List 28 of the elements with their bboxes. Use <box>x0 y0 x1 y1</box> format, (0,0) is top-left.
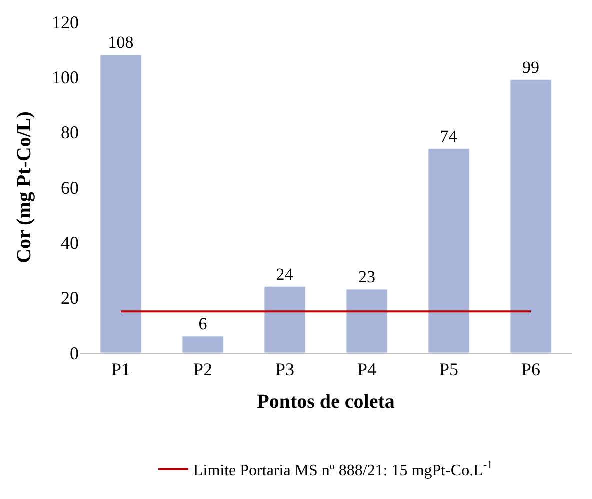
bar <box>182 336 224 353</box>
y-axis-title: Cor (mg Pt-Co/L) <box>14 112 36 264</box>
bar <box>100 54 142 353</box>
y-tick-label: 20 <box>61 288 79 308</box>
bar <box>510 80 552 353</box>
x-tick-label: P5 <box>439 360 459 380</box>
data-label: 23 <box>358 268 376 287</box>
data-label: 108 <box>108 33 134 52</box>
x-tick-label: P4 <box>357 360 377 380</box>
legend-label: Limite Portaria MS nº 888/21: 15 mgPt-Co.L$^{-1}$ <box>194 460 493 480</box>
y-tick-label: 80 <box>61 122 79 143</box>
data-label: 6 <box>198 314 208 334</box>
data-label: 99 <box>522 58 540 77</box>
x-tick-label: P3 <box>275 360 295 380</box>
y-tick-label: 60 <box>61 178 79 198</box>
y-tick-label: 40 <box>61 232 79 253</box>
x-tick-label: P6 <box>521 360 541 380</box>
bar <box>428 148 470 353</box>
y-tick-label: 120 <box>52 12 79 32</box>
bar <box>346 289 388 353</box>
data-label: 74 <box>440 126 458 146</box>
y-tick-label: 0 <box>70 343 79 364</box>
bar <box>264 286 306 353</box>
data-label: 24 <box>276 264 294 284</box>
x-axis-title: Pontos de coleta <box>257 391 395 414</box>
x-tick-label: P2 <box>193 360 213 380</box>
x-tick-label: P1 <box>111 360 131 380</box>
y-tick-label: 100 <box>52 67 79 88</box>
